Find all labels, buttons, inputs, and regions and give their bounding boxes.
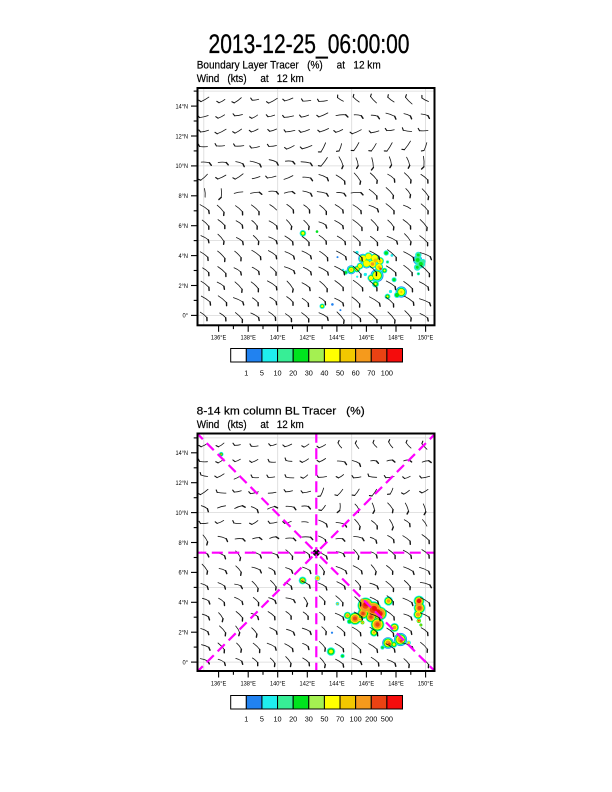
- svg-text:12°N: 12°N: [176, 479, 189, 487]
- svg-text:0°: 0°: [183, 658, 189, 666]
- svg-text:140°E: 140°E: [270, 334, 286, 342]
- svg-text:144°E: 144°E: [329, 680, 345, 688]
- svg-text:6°N: 6°N: [179, 222, 189, 230]
- svg-text:1: 1: [244, 369, 248, 378]
- svg-text:138°E: 138°E: [240, 680, 256, 688]
- svg-text:1: 1: [244, 715, 248, 724]
- svg-text:14°N: 14°N: [176, 449, 189, 457]
- svg-text:146°E: 146°E: [359, 680, 375, 688]
- svg-text:150°E: 150°E: [418, 680, 434, 688]
- svg-text:140°E: 140°E: [270, 680, 286, 688]
- svg-text:200: 200: [365, 715, 377, 724]
- svg-text:142°E: 142°E: [300, 334, 316, 342]
- svg-text:138°E: 138°E: [240, 334, 256, 342]
- svg-text:146°E: 146°E: [359, 334, 375, 342]
- svg-text:50: 50: [320, 715, 328, 724]
- svg-text:4°N: 4°N: [179, 252, 189, 260]
- svg-text:10: 10: [273, 715, 281, 724]
- svg-text:30: 30: [305, 715, 313, 724]
- svg-text:5: 5: [260, 369, 264, 378]
- svg-text:70: 70: [336, 715, 344, 724]
- svg-text:10: 10: [273, 369, 281, 378]
- svg-text:20: 20: [289, 369, 297, 378]
- svg-text:Wind (kts) at 12 km: Wind (kts) at 12 km: [197, 419, 304, 431]
- svg-text:4°N: 4°N: [179, 599, 189, 607]
- svg-text:8°N: 8°N: [179, 539, 189, 547]
- svg-text:0°: 0°: [183, 312, 189, 320]
- svg-text:Boundary Layer Tracer (%): Boundary Layer Tracer (%) at 12 km: [197, 60, 381, 72]
- svg-text:30: 30: [305, 369, 313, 378]
- svg-text:Wind (kts) at 12 km: Wind (kts) at 12 km: [197, 73, 304, 85]
- svg-text:2°N: 2°N: [179, 629, 189, 637]
- svg-text:8°N: 8°N: [179, 192, 189, 200]
- svg-text:12°N: 12°N: [176, 132, 189, 140]
- svg-text:148°E: 148°E: [388, 334, 404, 342]
- svg-text:136°E: 136°E: [211, 680, 227, 688]
- svg-text:100: 100: [350, 715, 362, 724]
- svg-text:10°N: 10°N: [176, 509, 189, 517]
- svg-text:50: 50: [336, 369, 344, 378]
- svg-text:70: 70: [367, 369, 375, 378]
- svg-text:144°E: 144°E: [329, 334, 345, 342]
- svg-text:8-14 km column BL Tracer (%): 8-14 km column BL Tracer (%): [197, 406, 365, 418]
- svg-text:40: 40: [320, 369, 328, 378]
- svg-text:60: 60: [352, 369, 360, 378]
- svg-text:500: 500: [381, 715, 393, 724]
- svg-text:2°N: 2°N: [179, 282, 189, 290]
- svg-text:20: 20: [289, 715, 297, 724]
- svg-text:10°N: 10°N: [176, 162, 189, 170]
- svg-text:6°N: 6°N: [179, 569, 189, 577]
- svg-text:142°E: 142°E: [300, 680, 316, 688]
- svg-text:14°N: 14°N: [176, 102, 189, 110]
- svg-text:100: 100: [381, 369, 393, 378]
- svg-text:5: 5: [260, 715, 264, 724]
- svg-text:150°E: 150°E: [418, 334, 434, 342]
- svg-text:148°E: 148°E: [388, 680, 404, 688]
- svg-text:2013-12-25_06:00:00: 2013-12-25_06:00:00: [209, 29, 410, 59]
- svg-text:136°E: 136°E: [211, 334, 227, 342]
